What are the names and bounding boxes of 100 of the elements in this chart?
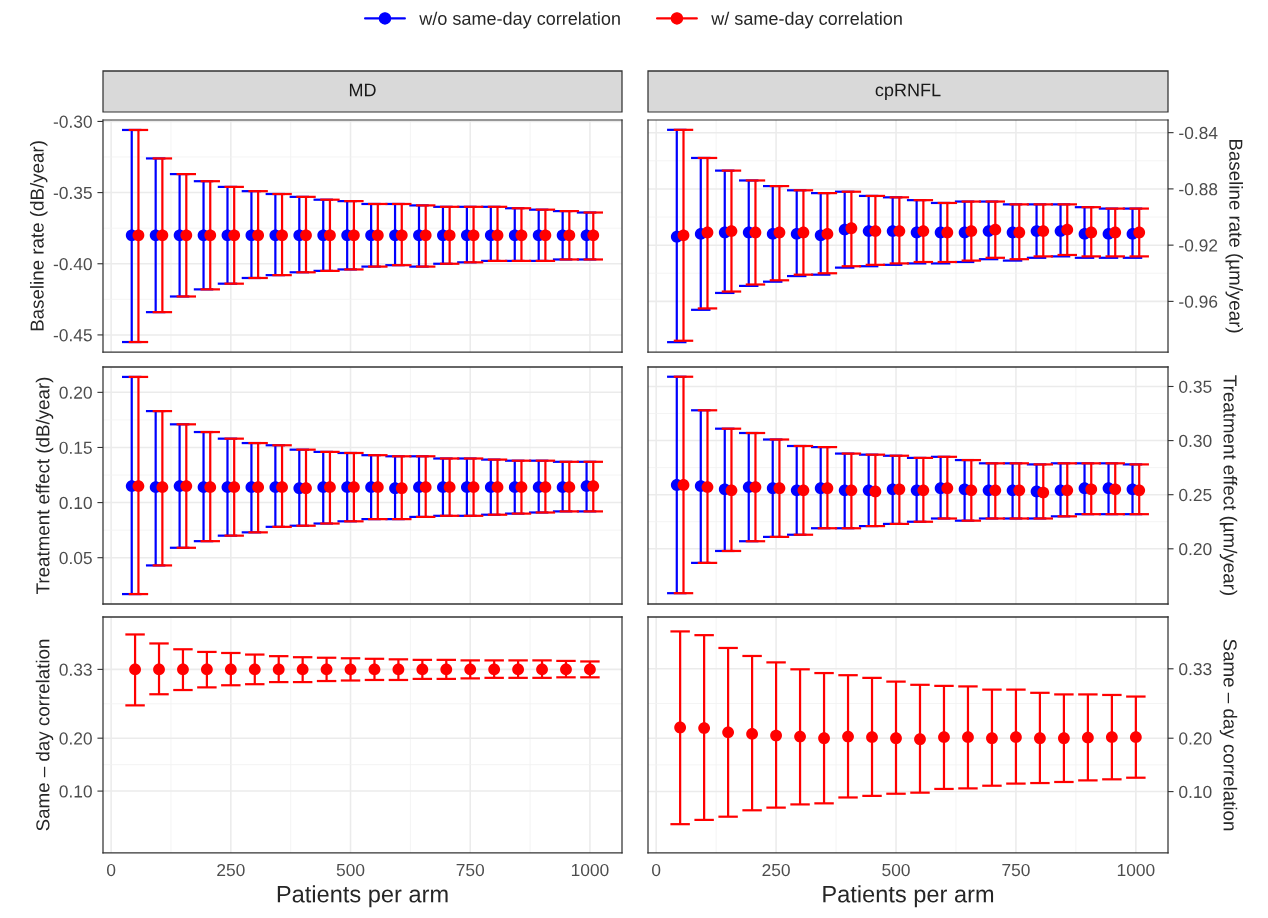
point [1109, 483, 1122, 496]
point [989, 223, 1002, 236]
y-tick-label: 0.25 [1179, 488, 1212, 502]
point [1105, 731, 1118, 744]
point [674, 721, 687, 734]
y-tick-label: 0.20 [1179, 542, 1212, 556]
y-tick-label: 0.20 [1179, 732, 1212, 745]
point [1010, 731, 1022, 744]
point [917, 484, 930, 497]
x-tick-label: 250 [217, 863, 245, 877]
point [725, 484, 738, 497]
point [1061, 223, 1074, 236]
y-tick-label: 0.05 [59, 551, 92, 565]
x-axis-title: Patients per arm [277, 885, 448, 908]
x-tick-label: 750 [1002, 863, 1030, 877]
point [917, 225, 930, 237]
point [869, 485, 882, 498]
chart-title: cpRNFL [875, 83, 941, 100]
point [821, 227, 834, 240]
point [797, 484, 810, 497]
point [989, 484, 1002, 497]
point [941, 482, 954, 495]
y-tick-label: -0.40 [53, 257, 92, 271]
point [965, 484, 978, 497]
point [1133, 484, 1146, 497]
point [941, 226, 954, 239]
y-tick-label: 0.30 [1179, 434, 1212, 448]
y-axis-title: Treatment effect (µm/year) [1219, 375, 1238, 595]
point [914, 733, 926, 746]
point [818, 732, 830, 745]
point [701, 226, 714, 239]
point [1013, 484, 1026, 497]
y-axis-title: Baseline rate (µm/year) [1225, 139, 1243, 333]
point [1037, 225, 1050, 237]
y-tick-label: 0.10 [59, 785, 92, 798]
point [1133, 226, 1146, 239]
x-tick-label: 0 [106, 863, 116, 877]
point [845, 484, 858, 497]
point [677, 229, 690, 242]
x-tick-label: 1000 [571, 863, 609, 877]
y-tick-label: 0.33 [1179, 662, 1212, 676]
point [893, 225, 906, 237]
y-tick-label: 0.10 [59, 496, 92, 510]
x-tick-label: 750 [456, 863, 485, 877]
y-axis-title: Same – day correlation [1219, 639, 1238, 831]
x-axis-title: Patients per arm [823, 885, 994, 908]
x-tick-label: 250 [762, 863, 790, 877]
point [698, 722, 711, 734]
y-tick-label: 0.33 [59, 663, 92, 676]
point [890, 732, 902, 745]
chart-title: MD [349, 83, 376, 97]
point [749, 226, 762, 239]
point [866, 731, 878, 744]
point [701, 481, 714, 494]
point [1013, 226, 1026, 239]
point [749, 481, 762, 494]
point [1081, 731, 1094, 744]
y-tick-label: 0.20 [59, 732, 92, 745]
x-tick-label: 500 [882, 863, 910, 877]
point [965, 225, 978, 237]
point [1129, 731, 1142, 744]
point [1037, 486, 1050, 499]
y-tick-label: -0.88 [1179, 183, 1218, 196]
point [773, 226, 786, 239]
point [1085, 483, 1098, 496]
legend-label: w/ same-day correlation [711, 11, 902, 29]
point [893, 483, 906, 496]
point [1034, 732, 1046, 745]
point [842, 730, 854, 743]
point [797, 226, 810, 239]
point [869, 225, 882, 237]
point [725, 225, 738, 237]
y-tick-label: 0.10 [1179, 785, 1212, 799]
point [962, 731, 974, 744]
point [1085, 226, 1098, 239]
point [821, 482, 834, 495]
point [794, 730, 806, 743]
point [770, 729, 782, 742]
y-tick-label: -0.96 [1179, 295, 1218, 308]
point [1109, 226, 1122, 239]
point [722, 726, 735, 739]
x-tick-label: 500 [336, 863, 365, 877]
y-tick-label: -0.35 [53, 186, 92, 200]
y-tick-label: -0.92 [1179, 239, 1218, 252]
y-axis-title: Treatment effect (dB/year) [35, 377, 54, 594]
point [986, 732, 998, 745]
y-tick-label: 0.20 [59, 386, 92, 399]
y-tick-label: -0.84 [1179, 126, 1218, 140]
x-tick-label: 1000 [1117, 863, 1155, 877]
point [1058, 732, 1070, 745]
y-axis-title: Baseline rate (dB/year) [29, 141, 48, 331]
point [845, 222, 858, 235]
x-tick-label: 0 [652, 863, 661, 877]
y-tick-label: -0.30 [53, 115, 92, 128]
point [677, 479, 690, 491]
y-axis-title: Same – day correlation [35, 639, 54, 831]
y-tick-label: 0.35 [1179, 380, 1212, 393]
legend-label: w/o same-day correlation [419, 11, 620, 29]
point [746, 728, 758, 740]
point [938, 731, 950, 744]
